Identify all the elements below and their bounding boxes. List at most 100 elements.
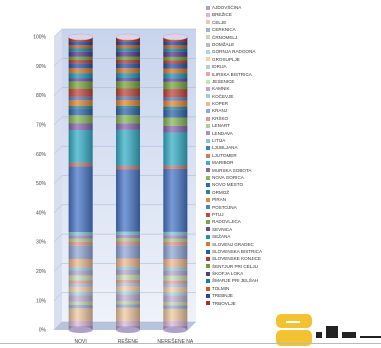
legend-label: NOVO MESTO bbox=[212, 182, 244, 188]
legend-swatch bbox=[206, 212, 210, 217]
legend-item: ORMOŽ bbox=[206, 189, 336, 196]
legend-item: ILIRSKA BISTRICA bbox=[206, 71, 336, 78]
gridline bbox=[53, 321, 196, 331]
legend-item: TREBNJE bbox=[206, 292, 336, 299]
legend-item: CELJE bbox=[206, 19, 336, 26]
y-tick-label: 40% bbox=[36, 210, 47, 216]
legend-item: LENDAVA bbox=[206, 130, 336, 137]
legend-label: PTUJ bbox=[212, 211, 224, 217]
legend-label: BREŽICE bbox=[212, 12, 232, 18]
legend-swatch bbox=[206, 57, 210, 62]
legend-item: RADOVLJICA bbox=[206, 218, 336, 225]
legend-swatch bbox=[206, 168, 210, 173]
legend-label: CERKNICA bbox=[212, 27, 236, 33]
gridline bbox=[53, 28, 196, 38]
legend-item: SEŽANA bbox=[206, 233, 336, 240]
legend-label: ORMOŽ bbox=[212, 189, 230, 195]
legend-item: DOMŽALE bbox=[206, 41, 336, 48]
bar-stack bbox=[115, 33, 141, 333]
bar-top bbox=[163, 33, 188, 41]
legend-label: GORNJA RADGONA bbox=[212, 49, 256, 55]
legend-swatch bbox=[206, 153, 210, 158]
y-tick-label: 0% bbox=[39, 328, 47, 334]
legend-item: NOVO MESTO bbox=[206, 181, 336, 188]
legend-item: PIRAN bbox=[206, 196, 336, 203]
legend-swatch bbox=[206, 50, 210, 55]
legend-swatch bbox=[206, 160, 210, 165]
legend-swatch bbox=[206, 101, 210, 106]
bar-stack bbox=[163, 33, 188, 333]
y-tick-label: 100% bbox=[33, 35, 46, 41]
legend-swatch bbox=[206, 86, 210, 91]
legend-label: KRŠKO bbox=[212, 115, 229, 121]
y-tick-label: 20% bbox=[36, 269, 47, 275]
legend-label: POSTOJNA bbox=[212, 204, 237, 210]
legend-label: LITIJA bbox=[212, 138, 226, 144]
legend-swatch bbox=[206, 293, 210, 298]
legend-item: CERKNICA bbox=[206, 26, 336, 33]
legend-label: DOMŽALE bbox=[212, 41, 235, 47]
legend-swatch bbox=[206, 123, 210, 128]
y-tick-label: 80% bbox=[36, 93, 47, 99]
bar-stack bbox=[68, 33, 93, 333]
legend-item: SEVNICA bbox=[206, 226, 336, 233]
legend-label: ČRNOMELJ bbox=[212, 34, 238, 40]
legend-label: ILIRSKA BISTRICA bbox=[212, 71, 252, 77]
gridline bbox=[53, 263, 196, 272]
y-tick-label: 90% bbox=[36, 64, 47, 70]
x-tick-label: NOVI bbox=[75, 339, 87, 345]
legend-swatch bbox=[206, 35, 210, 40]
legend-label: KAMNIK bbox=[212, 86, 230, 92]
legend-item: KRANJ bbox=[206, 107, 336, 114]
legend-item: PTUJ bbox=[206, 211, 336, 218]
legend-swatch bbox=[206, 190, 210, 195]
legend-item: ČRNOMELJ bbox=[206, 34, 336, 41]
legend-swatch bbox=[206, 109, 210, 114]
bar-shading bbox=[163, 37, 188, 330]
legend-swatch bbox=[206, 301, 210, 306]
legend-swatch bbox=[206, 286, 210, 291]
legend-label: RADOVLJICA bbox=[212, 219, 241, 225]
divider bbox=[0, 343, 381, 344]
legend-swatch bbox=[206, 220, 210, 225]
bar-shading bbox=[68, 37, 93, 330]
x-axis: NOVI REŠENE NEREŠENE NA bbox=[75, 338, 194, 345]
legend-label: TRBOVLJE bbox=[212, 300, 236, 306]
legend-item: LENART bbox=[206, 122, 336, 129]
legend-label: ŠENTJUR PRI CELJU bbox=[212, 263, 258, 269]
legend-swatch bbox=[206, 175, 210, 180]
legend-label: LENDAVA bbox=[212, 130, 233, 136]
legend-label: NOVA GORICA bbox=[212, 174, 244, 180]
y-tick-label: 50% bbox=[36, 181, 47, 187]
legend-item: ŠMARJE PRI JELŠAH bbox=[206, 277, 336, 284]
legend-label: KRANJ bbox=[212, 108, 228, 114]
legend-swatch bbox=[206, 271, 210, 276]
legend-label: AJDOVŠČINA bbox=[212, 5, 242, 10]
legend-item: LJUBLJANA bbox=[206, 144, 336, 151]
legend-label: SEVNICA bbox=[212, 226, 233, 232]
y-axis: 0% 10% 20% 30% 40% 50% 60% 70% 80% 90% 100% bbox=[33, 35, 46, 334]
legend-swatch bbox=[206, 264, 210, 269]
legend-swatch bbox=[206, 64, 210, 69]
gridline bbox=[53, 204, 196, 213]
legend-label: LJUBLJANA bbox=[212, 145, 238, 151]
legend-swatch bbox=[206, 116, 210, 121]
bar-top bbox=[68, 33, 93, 41]
legend-label: GROSUPLJE bbox=[212, 56, 240, 62]
legend-label: SLOVENSKE KONJICE bbox=[212, 256, 262, 262]
legend-swatch bbox=[206, 256, 210, 261]
legend-label: KOČEVJE bbox=[212, 93, 234, 99]
legend-label: MURSKA SOBOTA bbox=[212, 167, 252, 173]
legend-item: JESENICE bbox=[206, 78, 336, 85]
legend-item: AJDOVŠČINA bbox=[206, 4, 336, 11]
gridline bbox=[53, 292, 196, 301]
legend-swatch bbox=[206, 183, 210, 188]
legend-item: NOVA GORICA bbox=[206, 174, 336, 181]
legend-label: SLOVENSKA BISTRICA bbox=[212, 248, 263, 254]
legend-label: PIRAN bbox=[212, 197, 227, 203]
legend-item: BREŽICE bbox=[206, 11, 336, 18]
legend-item: MARIBOR bbox=[206, 159, 336, 166]
legend-label: CELJE bbox=[212, 19, 227, 25]
legend-item: KRŠKO bbox=[206, 115, 336, 122]
legend-swatch bbox=[206, 5, 210, 10]
